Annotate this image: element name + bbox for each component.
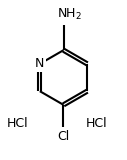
Text: NH$_2$: NH$_2$ xyxy=(57,7,82,22)
Text: N: N xyxy=(35,57,45,70)
Text: HCl: HCl xyxy=(86,117,107,130)
Text: HCl: HCl xyxy=(6,117,28,130)
Text: Cl: Cl xyxy=(57,130,70,143)
